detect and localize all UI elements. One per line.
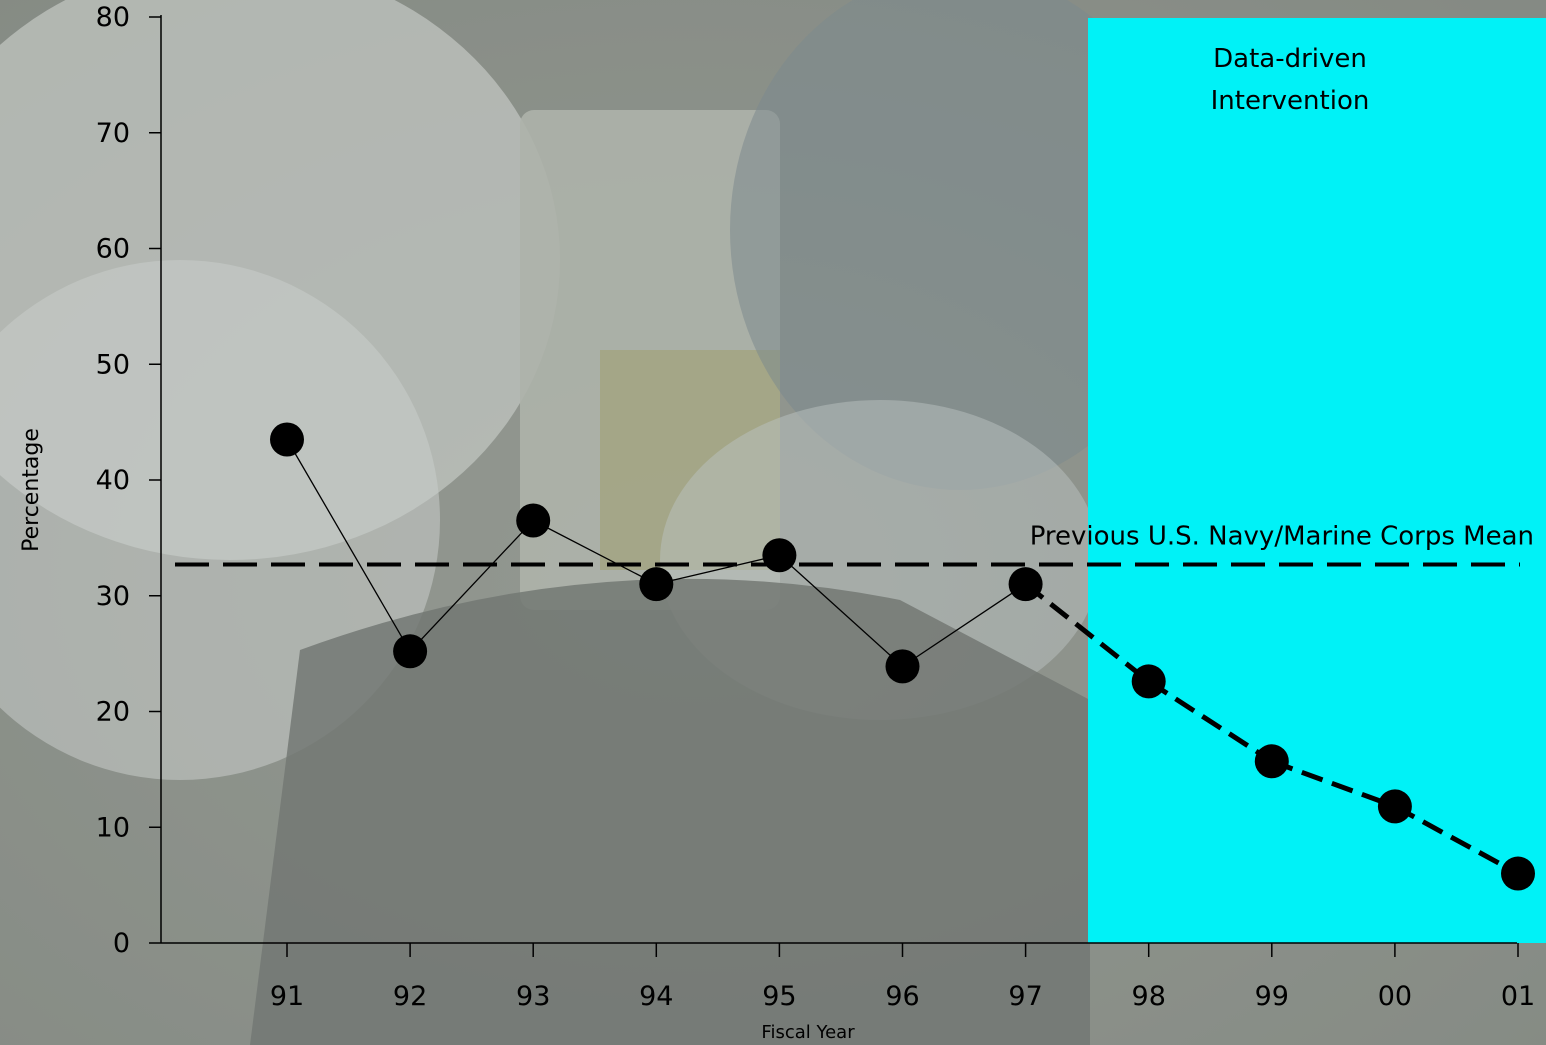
data-point	[1131, 664, 1166, 699]
x-tick-label: 94	[639, 981, 673, 1012]
y-tick-label: 40	[96, 465, 130, 496]
y-axis-title: Percentage	[19, 428, 44, 552]
y-tick-label: 0	[113, 928, 130, 959]
data-point	[885, 649, 920, 684]
x-tick-label: 99	[1255, 981, 1289, 1012]
x-tick-label: 98	[1132, 981, 1166, 1012]
series-segment	[1147, 679, 1274, 764]
intervention-region	[1088, 18, 1546, 943]
data-point	[1008, 567, 1043, 602]
intervention-label-line2: Intervention	[1211, 86, 1370, 116]
series-segment	[286, 439, 411, 652]
series-segment	[409, 520, 534, 652]
series-segment	[656, 554, 780, 585]
data-point	[1377, 789, 1412, 824]
x-tick-label: 92	[393, 981, 427, 1012]
series-segment	[1024, 582, 1151, 684]
intervention-label-line1: Data-driven	[1213, 44, 1367, 74]
y-tick-label: 10	[96, 812, 130, 843]
y-tick-label: 80	[96, 2, 130, 33]
data-point	[1501, 856, 1535, 891]
reference-mean-label: Previous U.S. Navy/Marine Corps Mean	[1030, 521, 1534, 551]
x-tick-label: 95	[762, 981, 796, 1012]
data-point	[639, 567, 674, 602]
data-point	[393, 634, 428, 669]
series-segment	[1270, 758, 1396, 809]
x-tick-label: 01	[1501, 981, 1535, 1012]
data-point	[270, 422, 304, 457]
series-segment	[778, 554, 903, 667]
y-tick-label: 60	[96, 234, 130, 265]
data-point	[762, 538, 797, 573]
x-tick-label: 91	[270, 981, 304, 1012]
x-tick-label: 93	[516, 981, 550, 1012]
series-segment	[532, 519, 657, 585]
y-tick-label: 50	[96, 349, 130, 380]
x-tick-label: 00	[1378, 981, 1412, 1012]
y-tick-label: 20	[96, 697, 130, 728]
data-point	[516, 503, 551, 538]
x-tick-label: 96	[885, 981, 919, 1012]
y-tick-label: 70	[96, 118, 130, 149]
x-tick-label: 97	[1008, 981, 1042, 1012]
y-tick-label: 30	[96, 581, 130, 612]
x-axis-title: Fiscal Year	[761, 1022, 855, 1043]
series-segment	[1393, 804, 1520, 876]
series-segment	[902, 583, 1026, 667]
data-point	[1254, 744, 1289, 779]
